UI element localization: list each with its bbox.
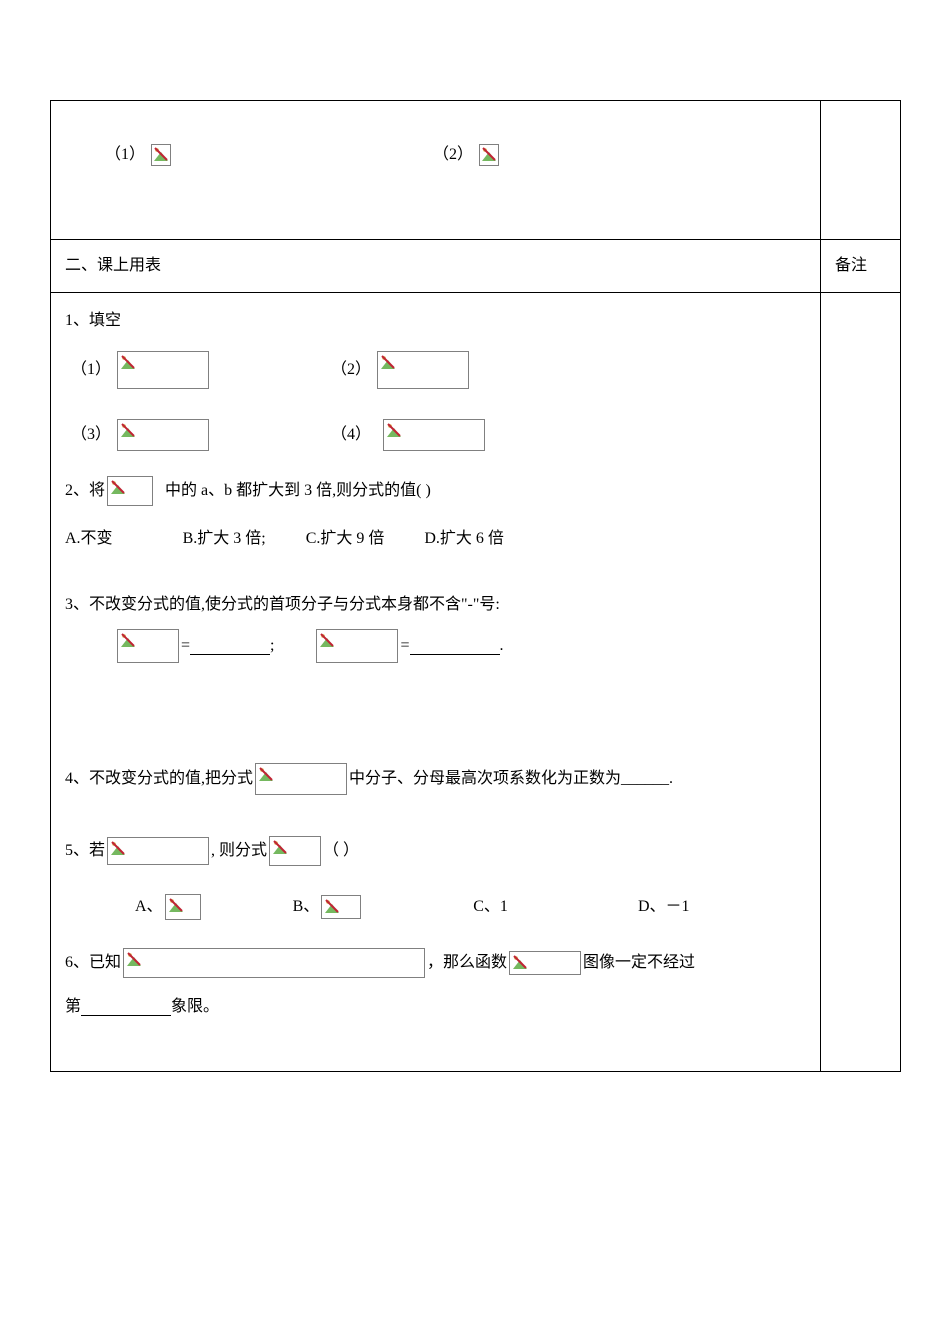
cell-top-note — [821, 101, 901, 240]
q6-suffix: 图像一定不经过 — [583, 947, 695, 979]
missing-image-icon — [255, 763, 347, 795]
q3-text: 3、不改变分式的值,使分式的首项分子与分式本身都不含"-"号: — [65, 589, 806, 621]
q2-optB: B.扩大 3 倍; — [183, 523, 266, 555]
q1-1-label: （1） — [71, 354, 111, 386]
q2-optA: A.不变 — [65, 523, 113, 555]
q1-2-label: （2） — [331, 354, 371, 386]
blank-underline — [410, 638, 500, 655]
missing-image-icon — [479, 144, 499, 166]
missing-image-icon — [117, 419, 209, 451]
row-top-items: （1） （2） — [51, 101, 901, 240]
cell-questions-note — [821, 293, 901, 1072]
missing-image-icon — [117, 629, 179, 663]
missing-image-icon — [383, 419, 485, 451]
eq-sign-2: = — [400, 630, 409, 662]
q1-heading: 1、填空 — [65, 305, 806, 337]
cell-questions: 1、填空 （1） （2） （3） （4） — [51, 293, 821, 1072]
q2-optC: C.扩大 9 倍 — [306, 523, 385, 555]
note-label: 备注 — [835, 257, 867, 274]
semicolon: ; — [270, 630, 274, 662]
missing-image-icon — [377, 351, 469, 389]
q4-prefix: 4、不改变分式的值,把分式 — [65, 763, 253, 795]
period: . — [500, 630, 504, 662]
missing-image-icon — [509, 951, 581, 975]
q5-optB: B、 — [293, 891, 320, 923]
q1-4-label: （4） — [331, 419, 371, 451]
q6-prefix: 6、已知 — [65, 947, 121, 979]
label-1-2: （2） — [433, 139, 473, 171]
q5-optD: D、－1 — [638, 891, 690, 923]
row-questions: 1、填空 （1） （2） （3） （4） — [51, 293, 901, 1072]
missing-image-icon — [269, 836, 321, 866]
q5-suffix: （ ） — [323, 835, 359, 867]
q4-suffix: 中分子、分母最高次项系数化为正数为______. — [349, 763, 673, 795]
q5-prefix: 5、若 — [65, 835, 105, 867]
q5-optC: C、1 — [473, 891, 508, 923]
eq-sign-1: = — [181, 630, 190, 662]
blank-underline — [190, 638, 270, 655]
q6-line2a: 第 — [65, 991, 81, 1023]
section-title: 二、课上用表 — [65, 257, 161, 274]
q2-optD: D.扩大 6 倍 — [424, 523, 504, 555]
cell-top-main: （1） （2） — [51, 101, 821, 240]
q5-optA: A、 — [135, 891, 163, 923]
missing-image-icon — [107, 476, 153, 506]
row-section-header: 二、课上用表 备注 — [51, 240, 901, 293]
blank-underline — [81, 999, 171, 1016]
worksheet-table: （1） （2） 二、课上用表 备注 1、填空 — [50, 100, 901, 1072]
missing-image-icon — [107, 837, 209, 865]
missing-image-icon — [165, 894, 201, 920]
missing-image-icon — [123, 948, 425, 978]
missing-image-icon — [321, 895, 361, 919]
missing-image-icon — [151, 144, 171, 166]
q6-line2b: 象限。 — [171, 991, 219, 1023]
cell-note-header: 备注 — [821, 240, 901, 293]
label-1-1: （1） — [105, 139, 145, 171]
q1-3-label: （3） — [71, 419, 111, 451]
q6-mid: ，那么函数 — [427, 947, 507, 979]
q5-mid: , 则分式 — [211, 835, 267, 867]
cell-section-title: 二、课上用表 — [51, 240, 821, 293]
q2-text: 中的 a、b 都扩大到 3 倍,则分式的值( ) — [165, 475, 431, 507]
missing-image-icon — [117, 351, 209, 389]
missing-image-icon — [316, 629, 398, 663]
q2-prefix: 2、将 — [65, 475, 105, 507]
